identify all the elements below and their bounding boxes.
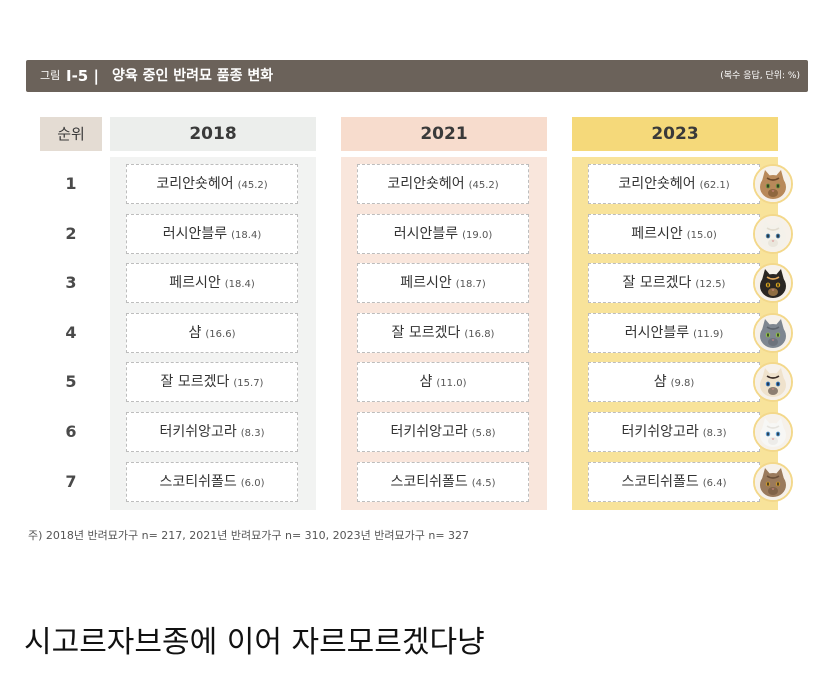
figure-title-bar: 그림 I-5 | 양육 중인 반려묘 품종 변화 (복수 응답, 단위: %) xyxy=(26,60,808,92)
scottish-fold-cat-icon xyxy=(753,461,793,502)
rank-number-3: 3 xyxy=(65,273,77,293)
year-header-2023: 2023 xyxy=(572,117,778,151)
breed-name: 코리안숏헤어 xyxy=(156,176,234,192)
breed-percentage: (4.5) xyxy=(471,477,496,489)
breed-name: 잘 모르겠다 xyxy=(160,374,230,391)
breed-cell-2021-rank-6: 터키쉬앙고라 (5.8) xyxy=(357,412,529,452)
breed-cell-2023-rank-6: 터키쉬앙고라 (8.3) xyxy=(588,412,760,452)
russian-blue-cat-icon xyxy=(753,312,793,353)
breed-name: 터키쉬앙고라 xyxy=(390,424,468,440)
unsure-cat-icon xyxy=(753,263,793,304)
breed-percentage: (45.2) xyxy=(237,180,268,191)
rank-number-6: 6 xyxy=(65,422,77,441)
breed-percentage: (16.8) xyxy=(464,328,495,340)
breed-name: 스코티쉬폴드 xyxy=(159,473,237,490)
persian-cat-icon xyxy=(753,213,793,254)
breed-percentage: (6.0) xyxy=(240,477,265,489)
year-header-2021: 2021 xyxy=(341,117,547,151)
breed-percentage: (12.5) xyxy=(695,279,726,291)
breed-name: 터키쉬앙고라 xyxy=(159,424,237,440)
breed-cell-2018-rank-2: 러시안블루 (18.4) xyxy=(126,213,298,254)
breed-cell-2018-rank-4: 샴 (16.6) xyxy=(126,312,298,353)
breed-percentage: (18.7) xyxy=(455,279,486,291)
breed-percentage: (6.4) xyxy=(702,477,727,489)
breed-cell-2023-rank-7: 스코티쉬폴드 (6.4) xyxy=(588,461,760,502)
rank-number-1: 1 xyxy=(65,174,77,193)
rank-column-header: 순위 xyxy=(40,117,102,151)
year-header-2018: 2018 xyxy=(110,117,316,151)
breed-percentage: (16.6) xyxy=(205,328,236,340)
post-caption: 시고르자브종에 이어 자르모르겠다냥 xyxy=(24,625,485,660)
breed-name: 스코티쉬폴드 xyxy=(390,473,468,490)
breed-cell-2023-rank-1: 코리안숏헤어 (62.1) xyxy=(588,164,760,204)
breed-cell-2018-rank-1: 코리안숏헤어 (45.2) xyxy=(126,164,298,204)
breed-cell-2018-rank-3: 페르시안 (18.4) xyxy=(126,263,298,304)
korean-shorthair-cat-icon xyxy=(753,164,793,204)
breed-cell-2021-rank-1: 코리안숏헤어 (45.2) xyxy=(357,164,529,204)
breed-name: 터키쉬앙고라 xyxy=(621,424,699,440)
breed-name: 코리안숏헤어 xyxy=(387,176,465,192)
rank-number-7: 7 xyxy=(65,471,77,491)
breed-cell-2023-rank-5: 샴 (9.8) xyxy=(588,362,760,403)
breed-cell-2023-rank-3: 잘 모르겠다 (12.5) xyxy=(588,263,760,304)
breed-name: 러시안블루 xyxy=(393,225,459,242)
breed-name: 샴 xyxy=(653,374,667,391)
breed-percentage: (18.4) xyxy=(224,279,255,291)
breed-name: 페르시안 xyxy=(400,275,452,292)
figure-title: 양육 중인 반려묘 품종 변화 xyxy=(112,68,274,84)
breed-cell-2023-rank-4: 러시안블루 (11.9) xyxy=(588,312,760,353)
sample-size-note: 주) 2018년 반려묘가구 n= 217, 2021년 반려묘가구 n= 31… xyxy=(28,529,470,542)
breed-percentage: (62.1) xyxy=(699,180,730,191)
breed-cell-2018-rank-6: 터키쉬앙고라 (8.3) xyxy=(126,412,298,452)
breed-name: 러시안블루 xyxy=(162,225,228,242)
breed-cell-2023-rank-2: 페르시안 (15.0) xyxy=(588,213,760,254)
breed-cell-2021-rank-3: 페르시안 (18.7) xyxy=(357,263,529,304)
breed-name: 코리안숏헤어 xyxy=(618,176,696,192)
rank-number-5: 5 xyxy=(65,372,77,392)
breed-name: 샴 xyxy=(188,324,202,341)
breed-name: 잘 모르겠다 xyxy=(622,275,692,292)
breed-cell-2021-rank-2: 러시안블루 (19.0) xyxy=(357,213,529,254)
breed-cell-2021-rank-5: 샴 (11.0) xyxy=(357,362,529,403)
breed-percentage: (11.9) xyxy=(693,328,724,340)
breed-name: 샴 xyxy=(419,374,433,391)
breed-percentage: (15.7) xyxy=(233,378,264,390)
breed-percentage: (5.8) xyxy=(471,428,496,439)
breed-cell-2018-rank-7: 스코티쉬폴드 (6.0) xyxy=(126,461,298,502)
breed-percentage: (9.8) xyxy=(670,378,695,390)
figure-number: I-5 | xyxy=(66,67,99,85)
breed-cell-2018-rank-5: 잘 모르겠다 (15.7) xyxy=(126,362,298,403)
rank-number-2: 2 xyxy=(65,223,77,243)
siamese-cat-icon xyxy=(753,362,793,403)
rank-number-4: 4 xyxy=(65,322,77,342)
breed-percentage: (18.4) xyxy=(231,229,262,241)
breed-percentage: (45.2) xyxy=(468,180,499,191)
breed-cell-2021-rank-4: 잘 모르겠다 (16.8) xyxy=(357,312,529,353)
breed-name: 스코티쉬폴드 xyxy=(621,473,699,490)
breed-cell-2021-rank-7: 스코티쉬폴드 (4.5) xyxy=(357,461,529,502)
breed-percentage: (19.0) xyxy=(462,229,493,241)
turkish-angora-cat-icon xyxy=(753,412,793,452)
breed-name: 페르시안 xyxy=(169,275,221,292)
figure-label: 그림 xyxy=(40,69,61,82)
breed-percentage: (11.0) xyxy=(436,378,467,390)
breed-name: 잘 모르겠다 xyxy=(391,324,461,341)
breed-name: 페르시안 xyxy=(631,225,683,242)
breed-percentage: (8.3) xyxy=(240,428,265,439)
breed-name: 러시안블루 xyxy=(624,324,690,341)
breed-percentage: (15.0) xyxy=(686,229,717,241)
breed-percentage: (8.3) xyxy=(702,428,727,439)
figure-unit: (복수 응답, 단위: %) xyxy=(720,71,800,81)
